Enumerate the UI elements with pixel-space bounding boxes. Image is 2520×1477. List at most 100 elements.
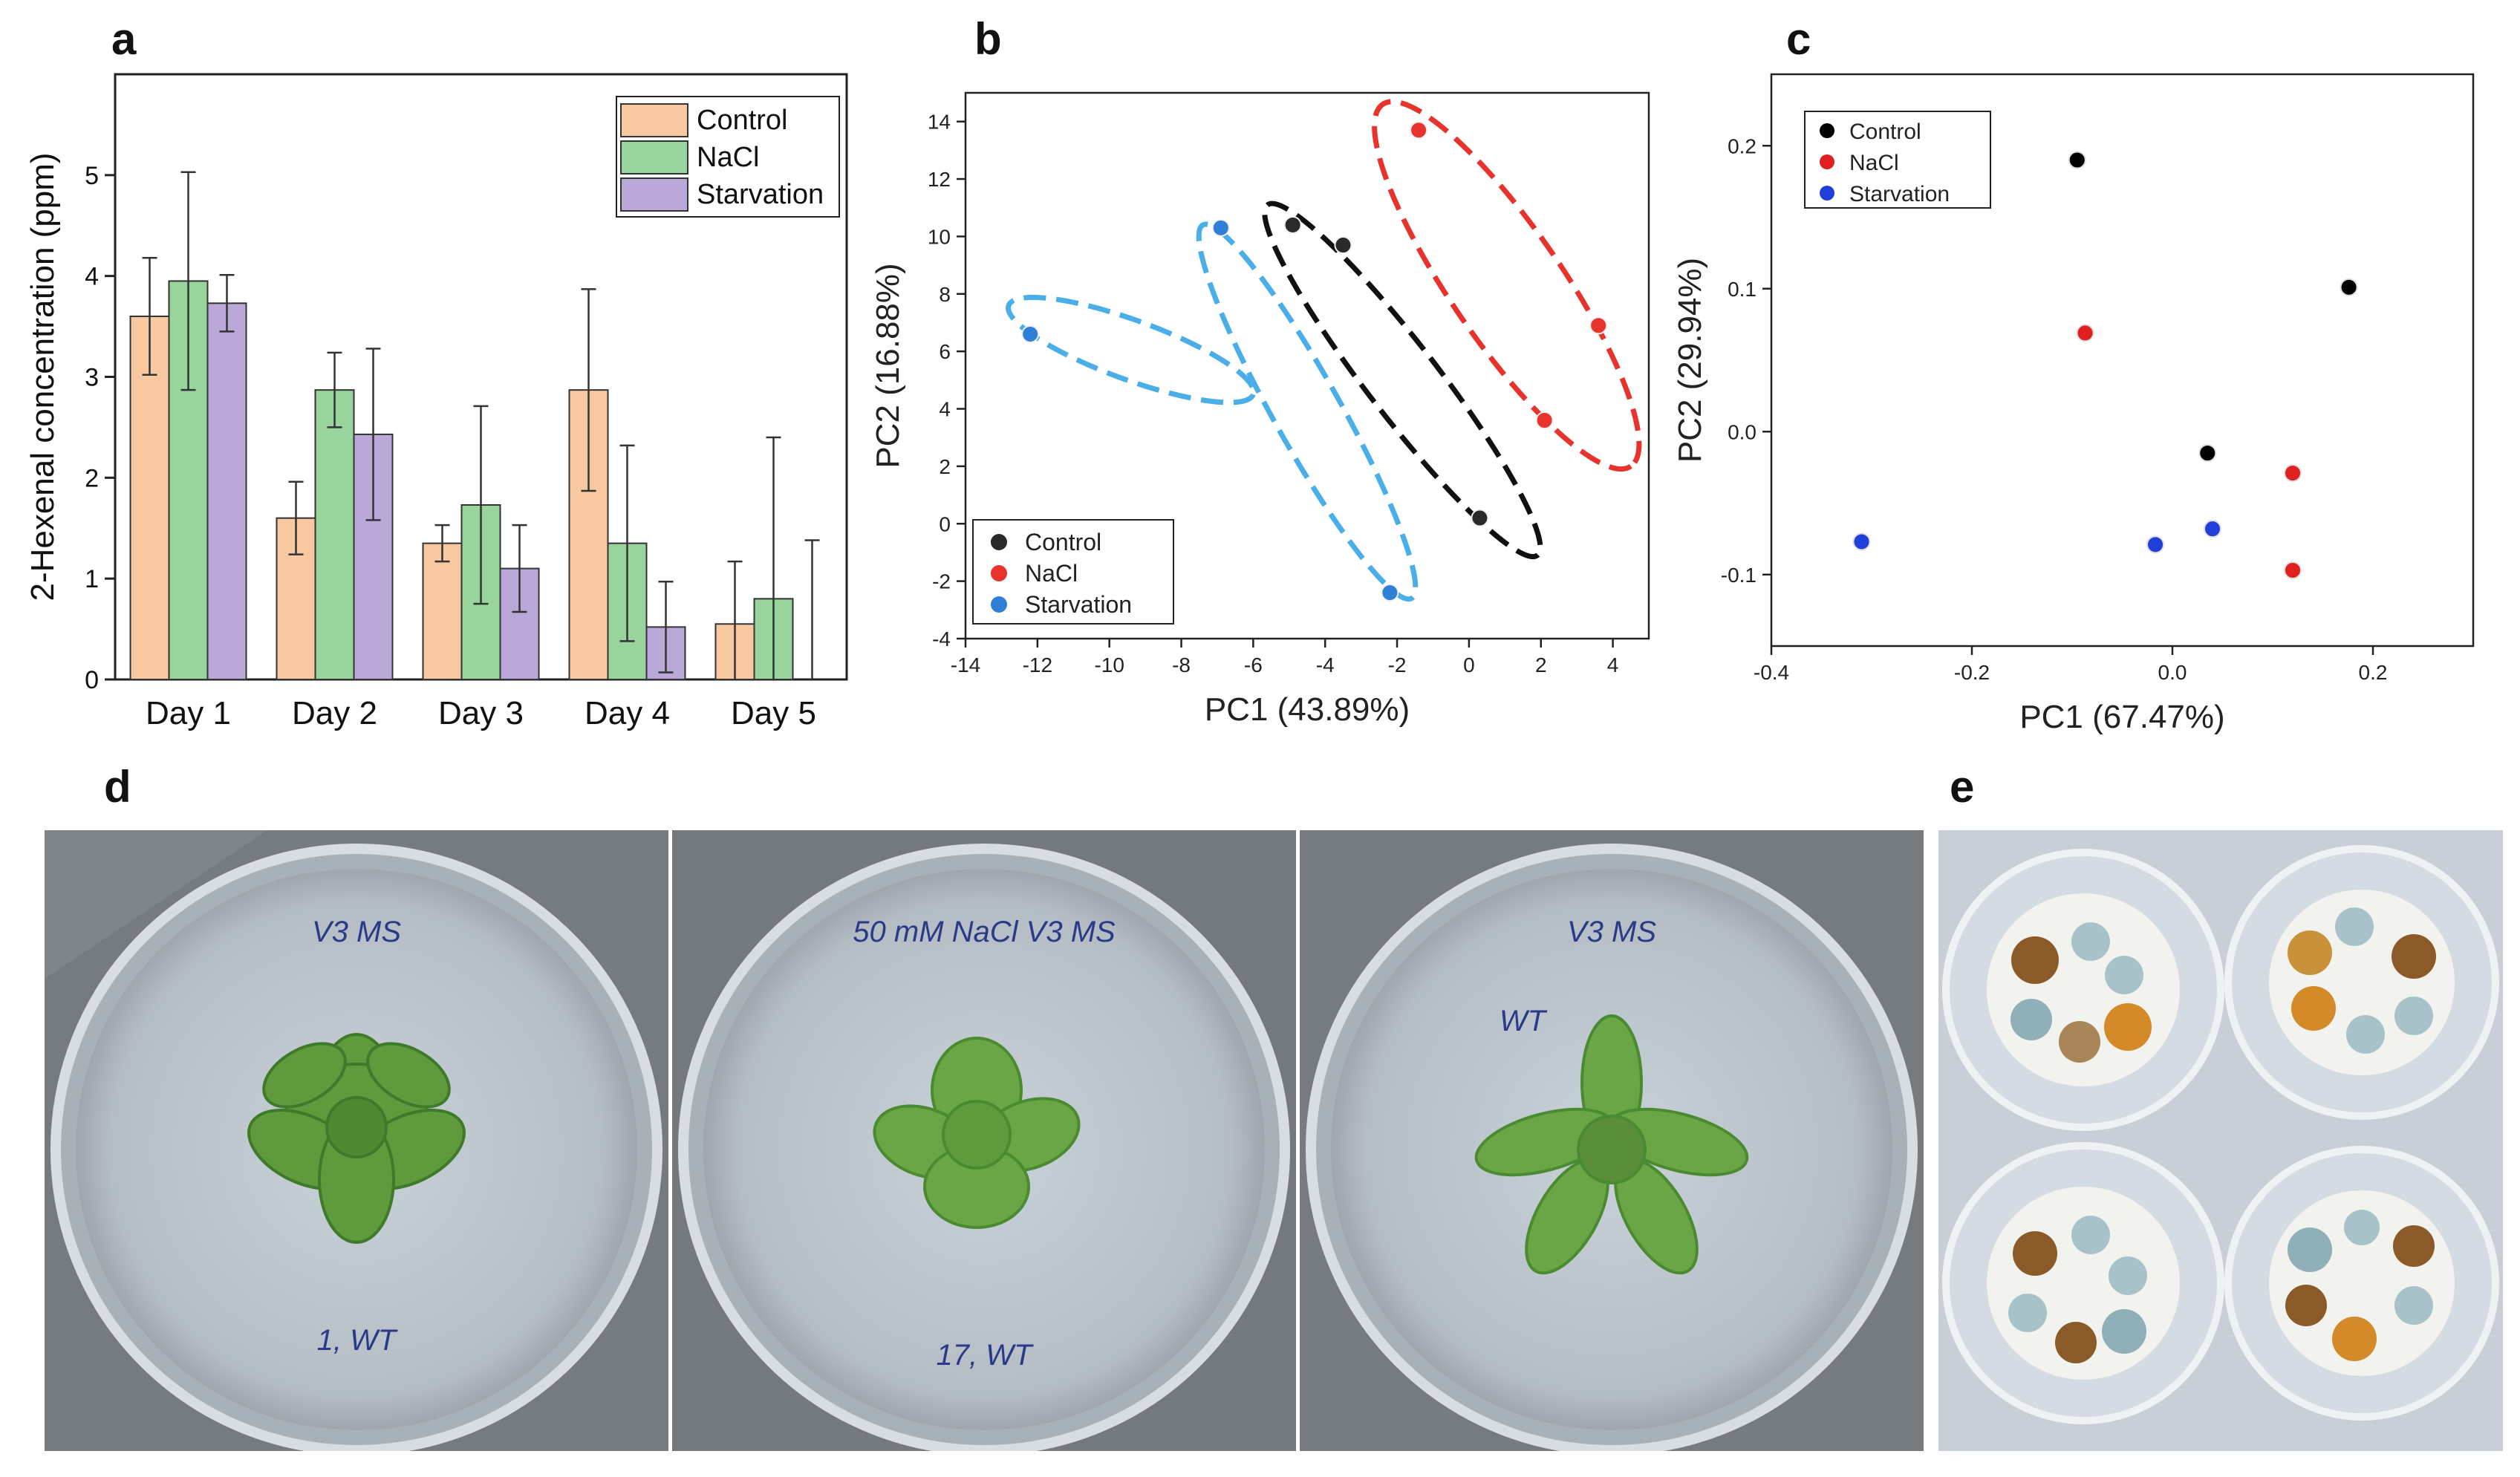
legend-swatch xyxy=(620,177,688,212)
legend-marker xyxy=(1820,154,1834,169)
photo-plate-nacl: 50 mM NaCl V3 MS 17, WT xyxy=(672,830,1296,1451)
y-tick-label: 0 xyxy=(85,666,99,694)
y-tick-label: 6 xyxy=(939,340,951,363)
x-tick-label: Day 5 xyxy=(731,695,816,731)
x-tick-label: 0.2 xyxy=(2359,661,2388,684)
panel-letter-b: b xyxy=(974,14,1002,64)
x-tick-label: 4 xyxy=(1607,653,1619,676)
panel-letter-a: a xyxy=(111,14,137,64)
confidence-ellipse xyxy=(1372,99,1642,472)
point-starvation xyxy=(1381,584,1399,602)
legend-swatch xyxy=(620,103,688,137)
legend-marker xyxy=(1820,186,1834,200)
point-starvation xyxy=(2146,535,2165,554)
y-tick-label: 2 xyxy=(939,455,951,478)
plot-frame xyxy=(1770,73,2475,648)
x-tick-label: 0.0 xyxy=(2158,661,2187,684)
legend-label: Starvation xyxy=(697,179,824,210)
x-tick-label: 0 xyxy=(1463,653,1475,676)
plant-rosette xyxy=(247,1033,466,1244)
plate-note-top: V3 MS xyxy=(312,916,401,948)
pca-scatter-c: -0.4 -0.2 0.0 0.2 -0.1 0.0 0.1 0.2 PC1 (67.47%) P… xyxy=(1672,73,2475,735)
y-tick-label: 2 xyxy=(85,464,99,492)
x-tick-label: -12 xyxy=(1023,653,1052,676)
y-tick-label: 8 xyxy=(939,283,951,306)
assay-plate-4 xyxy=(2224,1146,2499,1421)
photo-plate-starvation: V3 MS WT xyxy=(1300,830,1924,1451)
confidence-ellipse xyxy=(1006,294,1257,405)
x-tick-label: -6 xyxy=(1244,653,1263,676)
x-axis-label: PC1 (43.89%) xyxy=(1205,691,1410,728)
y-tick-label: 10 xyxy=(928,225,951,248)
x-tick-label: Day 3 xyxy=(438,695,524,731)
legend-label: Control xyxy=(1849,120,1921,144)
x-tick-label: -2 xyxy=(1388,653,1407,676)
bar-chart-plot-area: 0 1 2 3 4 5 2-Hexenal concentration (ppm) Day 1… xyxy=(25,73,848,731)
x-tick-label: -14 xyxy=(951,653,980,676)
y-tick-label: 3 xyxy=(85,364,99,392)
panel-letter-e: e xyxy=(1950,762,1975,812)
pca-c-plot-area: -0.4 -0.2 0.0 0.2 -0.1 0.0 0.1 0.2 PC1 (67.47%) P… xyxy=(1672,73,2475,735)
panel-letter-c: c xyxy=(1786,14,1811,64)
plate-note-top: V3 MS xyxy=(1567,916,1656,948)
legend-swatch xyxy=(620,140,688,175)
legend-label: NaCl xyxy=(697,142,759,173)
y-tick-label: 4 xyxy=(85,263,99,291)
plate-note-top: 50 mM NaCl V3 MS xyxy=(853,916,1116,948)
y-tick-label: 0.2 xyxy=(1728,134,1756,157)
point-nacl xyxy=(1589,316,1608,335)
point-nacl xyxy=(2284,464,2302,483)
point-control xyxy=(2198,444,2217,463)
legend-marker xyxy=(1820,123,1834,138)
point-starvation xyxy=(1852,532,1871,551)
legend-label: Control xyxy=(1025,529,1101,555)
x-tick-label: -4 xyxy=(1316,653,1335,676)
x-tick-label: -10 xyxy=(1094,653,1124,676)
point-starvation xyxy=(1021,325,1040,343)
y-tick-label: -2 xyxy=(932,570,951,593)
y-tick-label: 0.1 xyxy=(1728,278,1756,301)
pca-b-plot-area: -14 -12 -10 -8 -6 -4 -2 0 2 4 -4 -2 0 2 4 6 8 10 12 14 PC1 (… xyxy=(870,91,1650,728)
plot-frame xyxy=(964,91,1650,640)
bar-control xyxy=(568,389,609,680)
x-tick-label: Day 2 xyxy=(292,695,377,731)
x-tick-label: 2 xyxy=(1535,653,1547,676)
point-starvation xyxy=(2204,520,2221,538)
bar-starvation xyxy=(206,302,247,680)
assay-plate-2 xyxy=(2224,845,2499,1120)
legend-box xyxy=(1804,111,1991,209)
point-starvation xyxy=(1211,218,1230,237)
legend-label: Starvation xyxy=(1849,182,1950,206)
x-tick-label: -8 xyxy=(1172,653,1191,676)
point-nacl xyxy=(2284,561,2302,579)
y-tick-label: 5 xyxy=(85,162,99,190)
photo-assay-plates xyxy=(1938,830,2503,1451)
confidence-ellipse xyxy=(1196,221,1419,602)
legend-label: Control xyxy=(697,105,788,136)
point-control xyxy=(2068,151,2086,169)
bar-control xyxy=(422,542,463,680)
y-tick-label: 14 xyxy=(928,111,951,134)
bar-chart-2-hexenal: 0 1 2 3 4 5 2-Hexenal concentration (ppm) Day 1… xyxy=(25,73,848,731)
y-tick-label: 1 xyxy=(85,565,99,593)
pca-scatter-b: -14 -12 -10 -8 -6 -4 -2 0 2 4 -4 -2 0 2 4 6 8 10 12 14 PC1 (… xyxy=(870,91,1650,728)
point-control xyxy=(2340,278,2358,296)
point-control xyxy=(1334,236,1352,255)
x-tick-label: -0.2 xyxy=(1954,661,1990,684)
y-axis-label: PC2 (16.88%) xyxy=(870,263,906,468)
plate-note-bottom: 1, WT xyxy=(317,1324,398,1357)
assay-plate-1 xyxy=(1942,849,2224,1131)
y-tick-label: -0.1 xyxy=(1721,564,1756,587)
x-tick-label: -0.4 xyxy=(1754,661,1789,684)
plant-rosette xyxy=(1474,1014,1749,1275)
y-axis-label: 2-Hexenal concentration (ppm) xyxy=(25,152,61,601)
plate-note-bottom: 17, WT xyxy=(937,1339,1034,1372)
photo-plate-control: V3 MS 1, WT xyxy=(45,830,668,1451)
legend-label: NaCl xyxy=(1025,560,1078,587)
legend-marker xyxy=(991,565,1007,581)
y-tick-label: 4 xyxy=(939,398,951,421)
plant-rosette xyxy=(873,1037,1081,1229)
y-tick-label: -4 xyxy=(932,627,951,651)
assay-plate-3 xyxy=(1942,1142,2224,1424)
point-control xyxy=(1283,215,1302,234)
